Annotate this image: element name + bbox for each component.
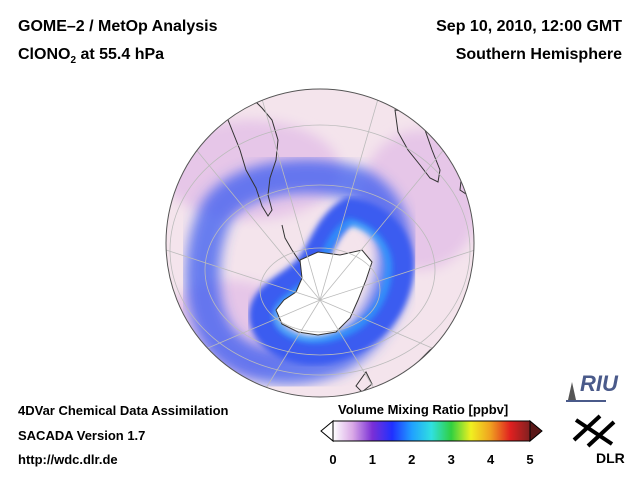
colorbar-title: Volume Mixing Ratio [ppbv] — [338, 402, 509, 417]
footer-version: SACADA Version 1.7 — [18, 428, 146, 443]
colorbar-tick-label: 2 — [408, 452, 416, 467]
globe — [166, 89, 474, 397]
colorbar-high-arrow — [529, 419, 543, 443]
riu-logo-underline — [566, 400, 606, 402]
riu-logo-mark — [568, 382, 576, 400]
footer-assimilation: 4DVar Chemical Data Assimilation — [18, 403, 229, 418]
meridian-line — [319, 249, 474, 301]
colorbar — [320, 419, 543, 443]
species-label: ClONO2 at 55.4 hPa — [18, 46, 165, 67]
colorbar-tick-label: 0 — [329, 452, 337, 467]
riu-logo — [566, 382, 606, 402]
riu-logo-text: RIU — [580, 371, 618, 396]
colorbar-tick-label: 1 — [368, 452, 377, 467]
colorbar-tick-label: 3 — [447, 452, 455, 467]
colorbar-bar — [332, 420, 531, 442]
graticule — [166, 91, 474, 397]
antarctic-peninsula-coastline — [281, 224, 301, 263]
datetime-label: Sep 10, 2010, 12:00 GMT — [436, 18, 622, 35]
dlr-logo — [572, 414, 616, 448]
meridian-line — [179, 129, 321, 301]
colorbar-tick-label: 5 — [526, 452, 534, 467]
footer-url: http://wdc.dlr.de — [18, 452, 118, 467]
meridian-line — [259, 91, 321, 301]
colorbar-low-arrow — [320, 419, 334, 443]
region-label: Southern Hemisphere — [455, 46, 622, 63]
meridian-line — [319, 299, 381, 397]
colorbar-tick-label: 4 — [486, 452, 495, 467]
latitude-circle — [259, 247, 381, 333]
latitude-circle — [169, 124, 471, 376]
meridian-line — [319, 129, 461, 301]
meridian-line — [259, 299, 321, 397]
latitude-circle — [204, 184, 436, 356]
antarctica-coastline — [275, 249, 373, 336]
meridian-line — [166, 249, 321, 301]
globe-outline — [165, 88, 475, 398]
meridian-line — [319, 91, 381, 301]
dlr-logo-text: DLR — [596, 450, 625, 466]
south-america-coastline — [225, 95, 279, 217]
analysis-title: GOME–2 / MetOp Analysis — [18, 18, 218, 35]
